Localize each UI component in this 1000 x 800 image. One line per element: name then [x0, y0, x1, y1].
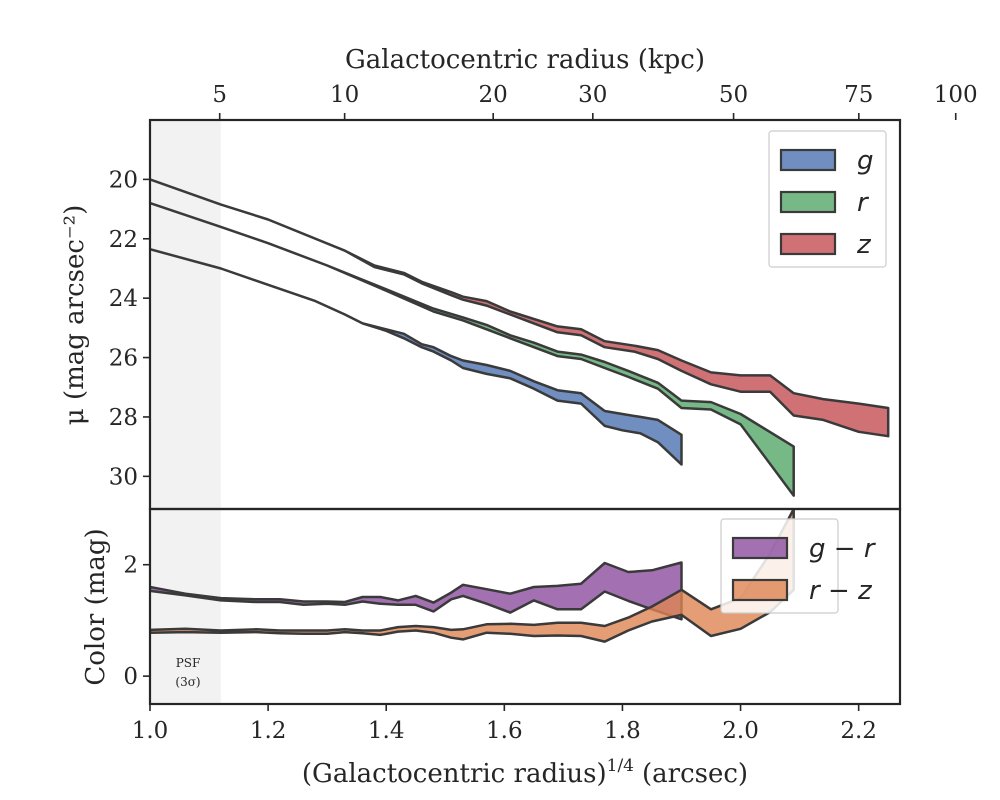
- psf-region: [150, 120, 221, 704]
- y-tick-label-top: 28: [109, 405, 138, 431]
- x-axis-title-unit: (arcsec): [642, 759, 748, 789]
- bottom-bands: [150, 509, 795, 643]
- y-tick-label-top: 24: [109, 286, 138, 312]
- x-tick-label: 1.2: [250, 718, 287, 744]
- legend-top-swatch: [779, 148, 837, 172]
- top-bands: [150, 178, 890, 497]
- band-r: [150, 201, 795, 497]
- top-tick-label: 20: [479, 82, 508, 108]
- bottom-frame: [148, 507, 902, 706]
- legend-bottom-swatch: [731, 536, 789, 560]
- y-tick-label-top: 26: [109, 346, 138, 372]
- y-tick-label-top: 20: [109, 167, 138, 193]
- legend-top-label: z: [856, 230, 872, 260]
- legend-top: grz: [768, 130, 887, 268]
- legend-top-label: r: [857, 188, 870, 218]
- axes-frames: [148, 118, 902, 706]
- psf-label-line1: PSF: [176, 656, 201, 670]
- top-tick-label: 100: [934, 82, 978, 108]
- band-r-z: [150, 509, 795, 643]
- top-tick-label: 5: [212, 82, 227, 108]
- y-tick-label-top: 22: [109, 227, 138, 253]
- band-g: [150, 247, 683, 466]
- y-tick-label-bottom: 0: [123, 664, 138, 690]
- x-tick-label: 1.4: [368, 718, 405, 744]
- legend-bottom-label: g − r: [809, 534, 877, 564]
- x-tick-label: 2.2: [840, 718, 877, 744]
- top-tick-label: 75: [844, 82, 873, 108]
- x-tick-label: 1.8: [604, 718, 641, 744]
- top-tick-label: 50: [719, 82, 748, 108]
- axis-ticks: 20 22 24 26 28 30 0 2 1.0 1.2 1.4 1.6 1.8 2.0 2.2 5 10 20…: [109, 82, 978, 744]
- psf-label-line2: (3σ): [175, 675, 200, 689]
- band-g-r: [150, 561, 683, 621]
- x-axis-title-sup: 1/4: [607, 756, 634, 776]
- x-axis-title-main: (Galactocentric radius): [302, 759, 607, 789]
- legend-bottom-label: r − z: [809, 576, 873, 606]
- top-axis-title: Galactocentric radius (kpc): [345, 45, 705, 75]
- psf-shading: [150, 120, 221, 704]
- y-axis-title-bottom: Color (mag): [81, 528, 111, 685]
- y-tick-label-top: 30: [109, 464, 138, 490]
- legend-bottom: g − r r − z: [720, 518, 877, 614]
- legend-top-swatch: [779, 232, 837, 256]
- legends: grz g − r r − z: [720, 130, 887, 614]
- top-tick-label: 30: [578, 82, 607, 108]
- band-z: [150, 178, 890, 438]
- y-axis-title-top: μ (mag arcsec⁻²): [60, 205, 90, 425]
- x-axis-title: (Galactocentric radius)1/4 (arcsec): [302, 756, 748, 789]
- legend-bottom-swatch: [731, 578, 789, 602]
- top-tick-label: 10: [330, 82, 359, 108]
- x-tick-label: 2.0: [722, 718, 759, 744]
- x-tick-label: 1.6: [486, 718, 523, 744]
- legend-top-swatch: [779, 190, 837, 214]
- legend-top-label: g: [857, 146, 874, 176]
- y-tick-label-bottom: 2: [123, 553, 138, 579]
- x-tick-label: 1.0: [132, 718, 169, 744]
